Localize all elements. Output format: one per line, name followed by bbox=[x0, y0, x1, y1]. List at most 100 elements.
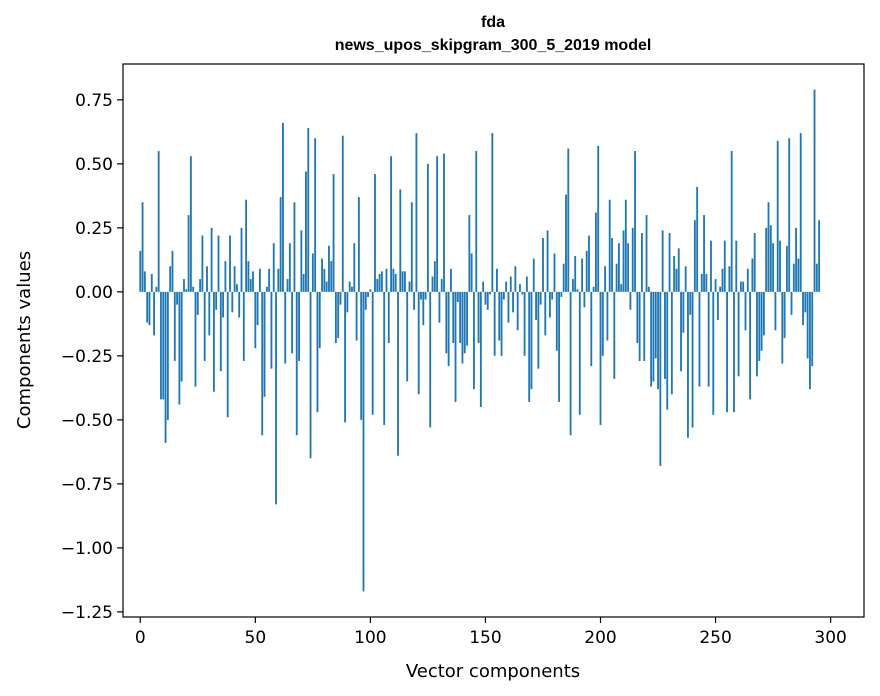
bar bbox=[424, 291, 427, 300]
bar bbox=[164, 291, 167, 443]
bar bbox=[410, 202, 413, 292]
bar bbox=[742, 281, 745, 292]
bar bbox=[765, 227, 768, 292]
bar bbox=[799, 133, 802, 292]
bar bbox=[512, 291, 514, 313]
bar bbox=[696, 186, 699, 292]
bar bbox=[463, 291, 466, 354]
bar bbox=[431, 276, 434, 292]
bar bbox=[215, 291, 218, 310]
bar bbox=[756, 291, 758, 377]
bar bbox=[710, 240, 712, 292]
bar bbox=[560, 291, 563, 297]
bar bbox=[298, 291, 300, 361]
y-axis-label: Components values bbox=[14, 251, 35, 429]
bar bbox=[558, 291, 560, 402]
bar bbox=[406, 291, 409, 382]
bar bbox=[654, 291, 657, 359]
bar bbox=[811, 291, 814, 367]
bar bbox=[157, 151, 160, 292]
bar bbox=[201, 235, 204, 292]
bar bbox=[779, 240, 781, 292]
bar bbox=[403, 271, 406, 292]
bar bbox=[445, 291, 448, 354]
bar bbox=[169, 266, 172, 292]
bar bbox=[691, 291, 694, 428]
bar bbox=[270, 291, 273, 369]
bar bbox=[815, 263, 818, 292]
bar bbox=[325, 281, 328, 292]
bar bbox=[194, 291, 197, 387]
bar bbox=[367, 291, 369, 297]
bar bbox=[341, 135, 344, 292]
bar bbox=[652, 291, 655, 382]
bar bbox=[272, 243, 275, 292]
bar bbox=[339, 291, 342, 305]
bar bbox=[224, 261, 227, 292]
bar bbox=[813, 89, 816, 292]
bar bbox=[581, 258, 584, 292]
bar bbox=[176, 291, 178, 305]
bar bbox=[443, 153, 445, 292]
bar bbox=[277, 268, 280, 292]
bar bbox=[486, 291, 489, 310]
bar bbox=[638, 291, 641, 361]
bar bbox=[505, 281, 508, 292]
bar bbox=[171, 250, 174, 292]
bar bbox=[390, 156, 393, 292]
bar bbox=[509, 276, 512, 292]
bar bbox=[618, 243, 620, 292]
bar bbox=[217, 235, 220, 292]
bar bbox=[647, 286, 650, 292]
bar bbox=[210, 227, 213, 292]
bar bbox=[760, 291, 763, 351]
bar bbox=[555, 291, 558, 351]
bar bbox=[484, 291, 487, 305]
bar bbox=[328, 245, 330, 292]
bar bbox=[753, 232, 756, 292]
bar bbox=[535, 291, 537, 321]
bar bbox=[728, 266, 731, 292]
bar bbox=[300, 230, 303, 292]
bar bbox=[739, 281, 742, 292]
bar bbox=[475, 151, 478, 292]
bar bbox=[321, 258, 323, 292]
bar bbox=[804, 291, 807, 313]
chart-title: fda bbox=[481, 14, 505, 31]
bar bbox=[620, 284, 623, 292]
bar bbox=[809, 291, 811, 390]
bar bbox=[139, 250, 142, 292]
bar bbox=[551, 291, 554, 300]
bar bbox=[330, 261, 333, 292]
bar bbox=[781, 291, 784, 364]
bar bbox=[758, 291, 761, 361]
bar bbox=[212, 291, 215, 392]
bar bbox=[670, 291, 673, 395]
bar bbox=[199, 279, 202, 292]
bar bbox=[548, 291, 551, 318]
bar bbox=[385, 268, 388, 292]
bar bbox=[293, 202, 296, 292]
bar bbox=[456, 291, 459, 303]
bar bbox=[459, 291, 462, 344]
bar bbox=[788, 138, 791, 292]
bar bbox=[148, 291, 151, 326]
bar bbox=[680, 291, 682, 372]
bar bbox=[774, 291, 777, 331]
bar bbox=[160, 291, 162, 400]
bar bbox=[187, 215, 190, 292]
bar bbox=[525, 276, 528, 292]
bar bbox=[730, 151, 733, 292]
bar bbox=[569, 291, 572, 436]
bar bbox=[240, 227, 243, 292]
bar bbox=[235, 284, 238, 292]
bars-group bbox=[139, 89, 821, 592]
bar bbox=[698, 291, 701, 387]
bar bbox=[364, 291, 367, 310]
bar bbox=[380, 271, 383, 292]
bar bbox=[392, 268, 395, 292]
bar bbox=[493, 291, 496, 356]
bar bbox=[229, 235, 231, 292]
bar bbox=[436, 156, 439, 292]
bar bbox=[806, 291, 809, 359]
